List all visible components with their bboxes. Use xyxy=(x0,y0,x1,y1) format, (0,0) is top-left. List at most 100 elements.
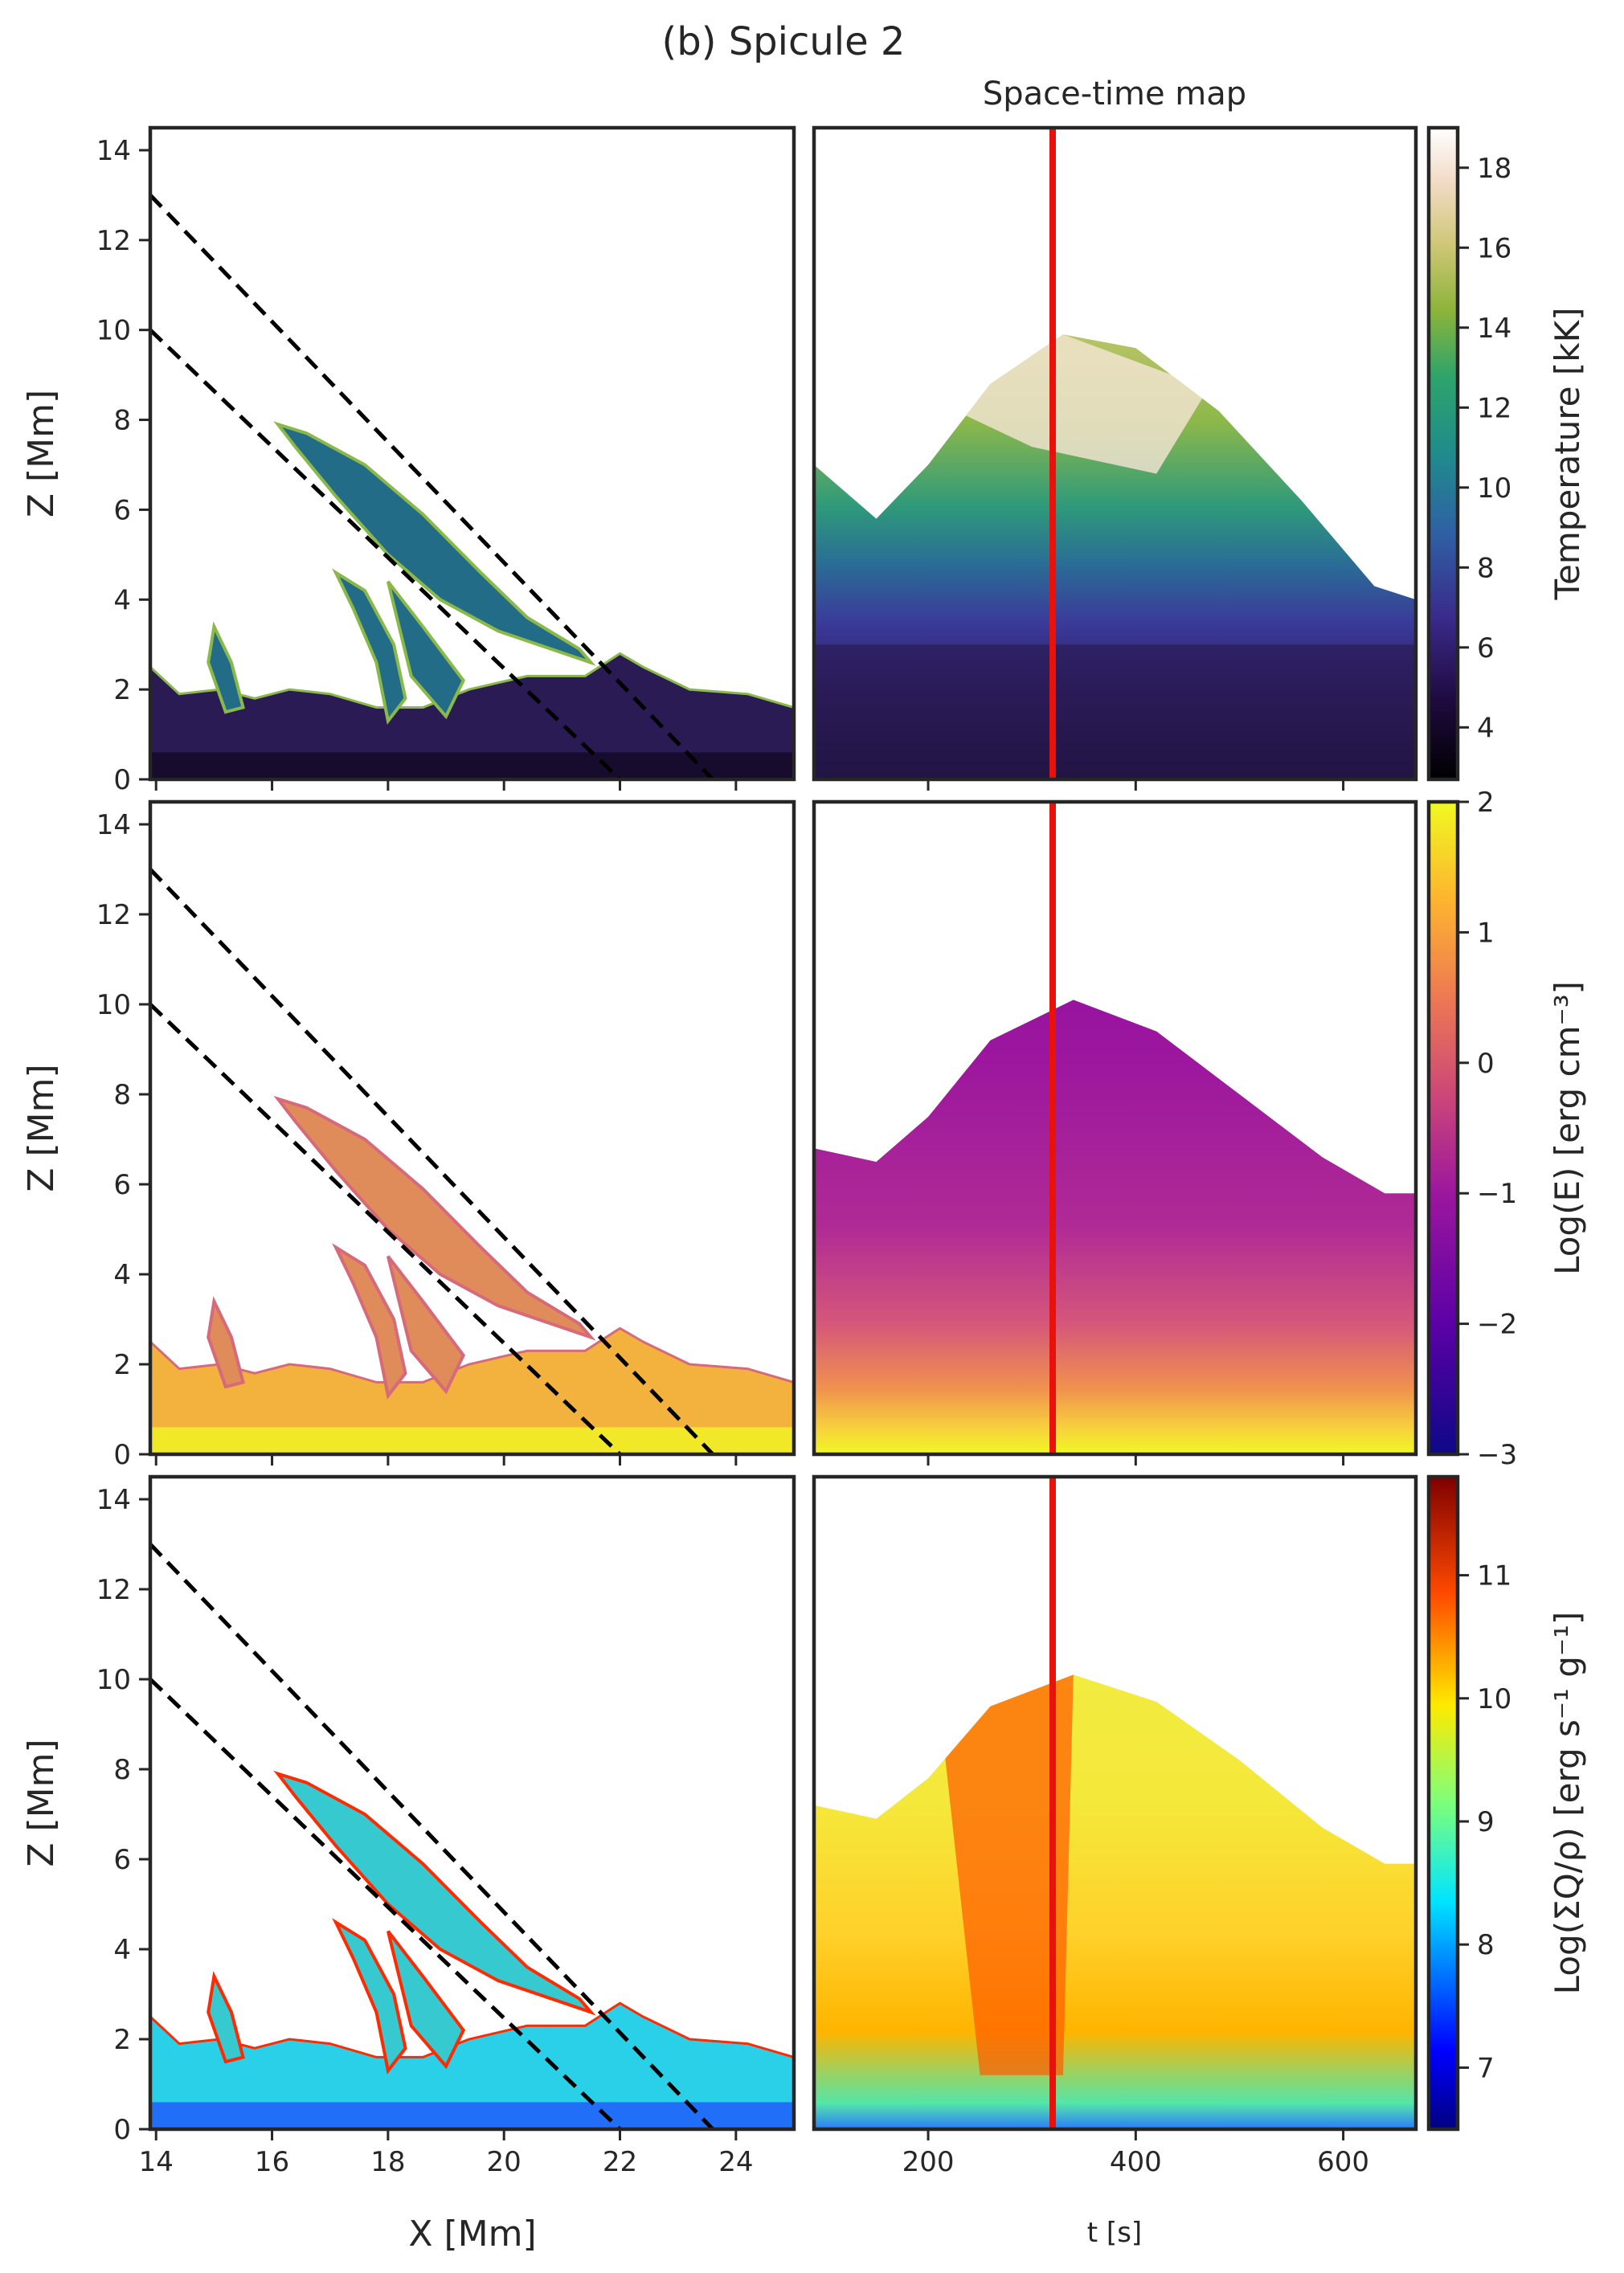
colorbar-frame xyxy=(1426,125,1460,782)
space-time-title: Space-time map xyxy=(983,76,1246,112)
colorbar-tick-label: −3 xyxy=(1477,1439,1517,1471)
y-tick-label: 0 xyxy=(113,1439,131,1471)
x-axis-label-right: t [s] xyxy=(1087,2217,1142,2249)
left-image-1 xyxy=(150,421,794,779)
colorbar-tick-label: 4 xyxy=(1477,712,1495,744)
atmosphere-ground xyxy=(150,2001,794,2129)
colorbar-tick-label: 6 xyxy=(1477,632,1495,664)
time-tick-label: 400 xyxy=(1110,2146,1162,2178)
y-tick-label: 0 xyxy=(113,2114,131,2146)
colorbar-frame xyxy=(1426,799,1460,1457)
figure-title: (b) Spicule 2 xyxy=(662,19,906,64)
y-tick-label: 12 xyxy=(96,899,131,931)
spicule-tertiary xyxy=(386,1255,466,1395)
left-panel-frame-1 xyxy=(148,125,796,782)
y-tick-label: 12 xyxy=(96,225,131,257)
y-tick-label: 6 xyxy=(113,1844,131,1876)
y-axis-label: Z [Mm] xyxy=(21,390,62,517)
colorbar-tick-label: 18 xyxy=(1477,153,1512,185)
y-tick-label: 2 xyxy=(113,2024,131,2056)
x-tick-label: 22 xyxy=(603,2146,637,2178)
right-panel-frame-1 xyxy=(812,125,1418,782)
x-tick-label: 20 xyxy=(487,2146,522,2178)
x-tick-label: 16 xyxy=(255,2146,289,2178)
spicule-main xyxy=(273,1770,596,2016)
x-tick-label: 18 xyxy=(370,2146,405,2178)
time-tick-label: 600 xyxy=(1317,2146,1369,2178)
y-tick-label: 8 xyxy=(113,1754,131,1786)
lower-atmosphere xyxy=(150,752,794,779)
colorbar-2 xyxy=(1429,802,1458,1454)
right-image-2 xyxy=(814,1000,1416,1454)
slit-line-1 xyxy=(149,1678,622,2131)
spicule-secondary xyxy=(332,1243,407,1400)
spicule-tertiary xyxy=(386,580,466,720)
y-tick-label: 2 xyxy=(113,1349,131,1381)
colorbar-tick-label: 1 xyxy=(1477,917,1495,949)
y-tick-label: 8 xyxy=(113,405,131,437)
space-time-fill xyxy=(814,1674,1416,2129)
x-tick-label: 24 xyxy=(718,2146,753,2178)
colorbar-label: Log(ΣQ/ρ) [erg s⁻¹ g⁻¹] xyxy=(1548,1612,1587,1995)
y-tick-label: 4 xyxy=(113,584,131,616)
colorbar-tick-label: 12 xyxy=(1477,392,1512,424)
spicule-main xyxy=(273,421,596,666)
y-tick-label: 14 xyxy=(96,1484,131,1516)
colorbar-tick-label: 8 xyxy=(1477,1929,1495,1961)
colorbar-tick-label: −2 xyxy=(1477,1309,1517,1341)
lower-atmosphere xyxy=(150,1427,794,1454)
colorbar-tick-label: 10 xyxy=(1477,1683,1512,1715)
y-tick-label: 0 xyxy=(113,764,131,796)
slit-line-2 xyxy=(149,1543,714,2131)
colorbar-tick-label: 0 xyxy=(1477,1048,1495,1080)
y-tick-label: 10 xyxy=(96,315,131,347)
spicule-main xyxy=(273,1095,596,1341)
colorbar-tick-label: 11 xyxy=(1477,1560,1512,1592)
atmosphere-ground xyxy=(150,652,794,779)
cool-region xyxy=(814,644,1416,779)
y-tick-label: 2 xyxy=(113,674,131,706)
y-tick-label: 4 xyxy=(113,1934,131,1966)
colorbar-tick-label: −1 xyxy=(1477,1178,1517,1210)
time-tick-label: 200 xyxy=(902,2146,955,2178)
y-tick-label: 6 xyxy=(113,1169,131,1201)
left-image-3 xyxy=(150,1770,794,2129)
panel-row-1: 0 2 4 6 8 10 12 14 Z [Mm] 4 6 8 10 12 14 16 18 Temperatur… xyxy=(21,125,1587,796)
left-panel-frame-2 xyxy=(148,799,796,1457)
slit-line-1 xyxy=(149,1003,622,1456)
right-image-1 xyxy=(814,334,1416,779)
colorbar-1 xyxy=(1429,128,1458,779)
colorbar-3 xyxy=(1429,1477,1458,2129)
colorbar-tick-label: 14 xyxy=(1477,313,1512,345)
spicule-secondary xyxy=(332,1918,407,2075)
slit-line-2 xyxy=(149,868,714,1456)
lower-atmosphere xyxy=(150,2102,794,2129)
right-image-3 xyxy=(814,1674,1416,2129)
y-tick-label: 10 xyxy=(96,1664,131,1696)
colorbar-frame xyxy=(1426,1474,1460,2132)
spicule-small xyxy=(207,1970,245,2064)
right-panel-frame-2 xyxy=(812,799,1418,1457)
y-tick-label: 6 xyxy=(113,494,131,526)
colorbar-tick-label: 8 xyxy=(1477,552,1495,584)
colorbar-tick-label: 10 xyxy=(1477,472,1512,505)
spicule-secondary xyxy=(332,568,407,726)
y-tick-label: 14 xyxy=(96,135,131,167)
left-panel-frame-3 xyxy=(148,1474,796,2132)
atmosphere-ground xyxy=(150,1327,794,1454)
right-panel-frame-3 xyxy=(812,1474,1418,2132)
colorbar-tick-label: 2 xyxy=(1477,787,1495,819)
colorbar-label: Log(E) [erg cm⁻³] xyxy=(1548,981,1587,1275)
y-tick-label: 4 xyxy=(113,1259,131,1291)
y-tick-label: 8 xyxy=(113,1079,131,1111)
left-image-2 xyxy=(150,1095,794,1454)
y-axis-label: Z [Mm] xyxy=(21,1064,62,1192)
y-axis-label: Z [Mm] xyxy=(21,1739,62,1866)
y-tick-label: 10 xyxy=(96,989,131,1021)
slit-line-2 xyxy=(149,194,714,781)
colorbar-tick-label: 16 xyxy=(1477,232,1512,264)
space-time-fill xyxy=(814,1000,1416,1454)
